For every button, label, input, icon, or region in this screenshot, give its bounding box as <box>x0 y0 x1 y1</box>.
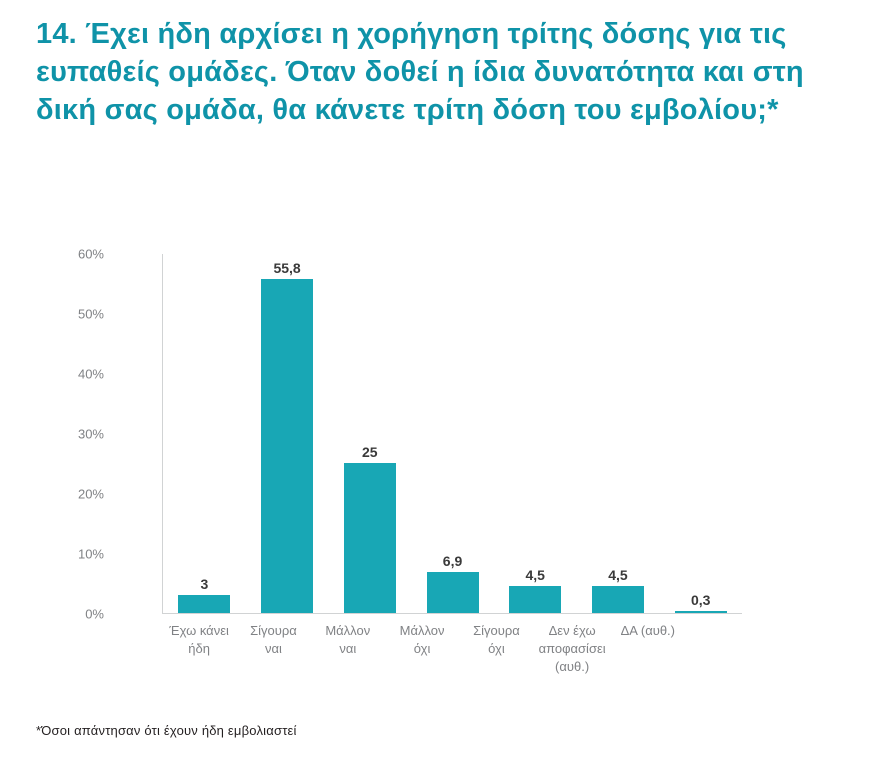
plot-area: 3 55,8 25 6,9 4,5 4,5 0,3 <box>162 253 742 614</box>
bar-value-label: 4,5 <box>608 567 628 584</box>
footnote: *Όσοι απάντησαν ότι έχουν ήδη εμβολιαστε… <box>36 722 297 738</box>
x-axis: Έχω κάνει ήδη Σίγουρα ναι Μάλλον ναι Μάλλον… <box>105 622 685 677</box>
x-axis-labels: Έχω κάνει ήδη Σίγουρα ναι Μάλλον ναι Μάλλον… <box>162 622 685 677</box>
y-tick-label: 40% <box>77 366 104 382</box>
bar-value-label: 0,3 <box>690 592 711 609</box>
bar-value-label: 3 <box>200 576 209 593</box>
x-axis-label: ΔΑ (αυθ.) <box>620 622 675 638</box>
x-axis-label: Μάλλον όχι <box>399 622 445 657</box>
bar <box>426 571 479 613</box>
bar-column: 4,5 <box>577 254 660 613</box>
page: 14. Έχει ήδη αρχίσει η χορήγηση τρίτης δ… <box>36 18 840 738</box>
x-axis-label: Σίγουρα ναι <box>250 622 297 657</box>
y-tick-label: 20% <box>77 486 104 502</box>
bar-column: 55,8 <box>246 254 329 613</box>
bar <box>343 463 396 613</box>
x-axis-label: Έχω κάνει ήδη <box>169 622 229 657</box>
bar-value-label: 6,9 <box>442 552 463 569</box>
bar-column: 6,9 <box>411 254 494 613</box>
x-axis-label: Μάλλον ναι <box>325 622 371 657</box>
bar-column: 4,5 <box>494 254 577 613</box>
bar-column: 25 <box>328 254 411 613</box>
bar <box>591 586 644 613</box>
bar <box>509 586 562 613</box>
page-title: 14. Έχει ήδη αρχίσει η χορήγηση τρίτης δ… <box>36 18 804 126</box>
y-tick-label: 0% <box>85 606 104 622</box>
y-axis: 0% 10% 20% 30% 40% 50% 60% <box>48 246 104 621</box>
bar-value-label: 4,5 <box>525 567 545 584</box>
y-tick-label: 30% <box>77 426 104 442</box>
y-tick-label: 50% <box>77 306 104 322</box>
bar <box>674 611 727 613</box>
bar-value-label: 25 <box>362 444 378 461</box>
bar <box>261 279 314 613</box>
y-tick-label: 60% <box>77 246 104 262</box>
x-axis-label: Δεν έχω αποφασίσει (αυθ.) <box>538 622 606 675</box>
y-tick-label: 10% <box>77 546 104 562</box>
bar-column: 0,3 <box>659 254 742 613</box>
bar-value-label: 55,8 <box>273 260 301 277</box>
bar-chart: 0% 10% 20% 30% 40% 50% 60% 3 55,8 25 6,9 4,5 4,5 0,3… <box>48 246 840 677</box>
bar <box>178 595 231 613</box>
x-axis-label: Σίγουρα όχι <box>473 622 520 657</box>
chart-body: 0% 10% 20% 30% 40% 50% 60% 3 55,8 25 6,9 4,5 4,5 0,3 <box>48 246 840 621</box>
bar-column: 3 <box>163 254 246 613</box>
